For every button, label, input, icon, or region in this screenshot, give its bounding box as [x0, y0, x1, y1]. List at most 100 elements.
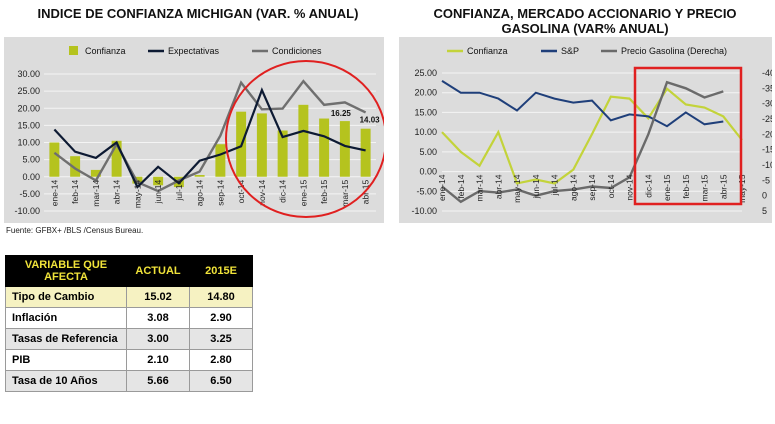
x-tick-label: jun-14	[531, 174, 541, 199]
left-chart-title: INDICE DE CONFIANZA MICHIGAN (VAR. % ANU…	[37, 6, 359, 21]
x-tick-label: feb-14	[456, 174, 466, 198]
bar-confianza	[339, 121, 350, 177]
x-tick-label: mar-15	[340, 179, 350, 206]
row-actual: 3.00	[126, 328, 190, 350]
bar-confianza	[298, 104, 309, 177]
bar-confianza	[215, 144, 226, 177]
row-label: PIB	[5, 349, 127, 371]
line-expectativas	[53, 87, 366, 189]
x-tick-label: feb-14	[70, 179, 80, 203]
y-tick-label: 5.00	[419, 147, 437, 157]
row-2015e: 2.80	[189, 349, 253, 371]
line-confianza	[441, 87, 743, 185]
x-tick-label: oct-14	[606, 174, 616, 198]
line-condiciones	[53, 79, 367, 193]
x-tick-label: may-14	[512, 174, 522, 203]
row-label: Inflación	[5, 307, 127, 329]
michigan-confidence-chart: -10.00 -5.00 0.00 5.00 10.00 15.00 20.00 25.00 3…	[4, 37, 384, 223]
bar-confianza	[277, 130, 288, 177]
bar-confianza	[256, 113, 267, 177]
y-tick-label: 20.00	[17, 103, 40, 113]
row-actual: 5.66	[126, 370, 190, 392]
x-tick-label: ene-14	[437, 174, 447, 201]
row-2015e: 14.80	[189, 286, 253, 308]
y-tick-label: -10.00	[411, 206, 437, 216]
bar-confianza	[49, 142, 60, 177]
row-2015e: 6.50	[189, 370, 253, 392]
data-label: 14.03	[360, 116, 381, 125]
x-tick-label: dic-14	[643, 174, 653, 197]
y2-tick-label: 5	[762, 206, 767, 216]
y2-tick-label: -5	[762, 175, 770, 185]
x-tick-label: sep-14	[215, 179, 225, 205]
x-tick-label: dic-14	[278, 179, 288, 202]
bar-confianza	[90, 169, 101, 177]
y2-tick-label: 0	[762, 191, 767, 201]
table-header-row: VARIABLE QUE AFECTA ACTUAL 2015E	[5, 255, 253, 287]
legend-label: S&P	[561, 46, 579, 56]
legend-label: Confianza	[467, 46, 508, 56]
highlight-circle	[225, 60, 384, 218]
bar-confianza	[360, 128, 371, 177]
x-tick-label: nov-14	[257, 179, 267, 205]
x-tick-label: jun-14	[153, 179, 163, 204]
table-row: PIB 2.10 2.80	[5, 349, 253, 371]
x-tick-label: oct-14	[236, 179, 246, 203]
header-2015e: 2015E	[189, 255, 253, 287]
y-tick-label: 15.00	[414, 107, 437, 117]
y2-tick-label: -30	[762, 99, 772, 109]
x-tick-label: jul-14	[550, 174, 560, 196]
table-row: Inflación 3.08 2.90	[5, 307, 253, 329]
variables-table: VARIABLE QUE AFECTA ACTUAL 2015E Tipo de…	[5, 255, 253, 392]
x-tick-label: ene-15	[298, 179, 308, 206]
x-tick-label: abr-14	[493, 174, 503, 199]
x-tick-label: sep-14	[587, 174, 597, 200]
bar-confianza	[153, 176, 164, 186]
legend-label: Precio Gasolina (Derecha)	[621, 46, 727, 56]
y2-tick-label: -15	[762, 145, 772, 155]
bar-confianza	[194, 175, 205, 177]
y2-tick-label: -25	[762, 114, 772, 124]
row-label: Tasa de 10 Años	[5, 370, 127, 392]
x-tick-label: jul-14	[174, 179, 184, 201]
y-tick-label: 20.00	[414, 88, 437, 98]
y2-tick-label: -10	[762, 160, 772, 170]
y-tick-label: 25.00	[414, 68, 437, 78]
y-tick-label: 0.00	[22, 172, 40, 182]
x-tick-label: mar-14	[91, 179, 101, 206]
y-tick-label: 5.00	[22, 155, 40, 165]
line-sp	[441, 80, 724, 128]
legend-label: Condiciones	[272, 46, 322, 56]
legend-label: Expectativas	[168, 46, 220, 56]
x-tick-label: abr-15	[718, 174, 728, 199]
y-tick-label: 25.00	[17, 86, 40, 96]
row-2015e: 2.90	[189, 307, 253, 329]
x-tick-label: mar-14	[475, 174, 485, 201]
row-actual: 15.02	[126, 286, 190, 308]
y-tick-label: -10.00	[14, 206, 40, 216]
y-tick-label: -5.00	[19, 189, 40, 199]
bar-confianza	[111, 140, 122, 177]
y-tick-label: 10.00	[414, 127, 437, 137]
x-tick-label: feb-15	[681, 174, 691, 198]
bar-confianza	[70, 156, 81, 177]
legend-swatch	[69, 46, 78, 55]
bar-confianza	[319, 118, 330, 177]
y2-tick-label: -35	[762, 83, 772, 93]
source-note: Fuente: GFBX+ /BLS /Census Bureau.	[6, 226, 144, 235]
table-row: Tasas de Referencia 3.00 3.25	[5, 328, 253, 350]
header-variable: VARIABLE QUE AFECTA	[5, 255, 127, 287]
y-tick-label: 10.00	[17, 138, 40, 148]
line-gasolina	[441, 80, 724, 204]
right-chart-title: CONFIANZA, MERCADO ACCIONARIO Y PRECIO G…	[400, 6, 770, 36]
y-tick-label: 30.00	[17, 69, 40, 79]
row-label: Tipo de Cambio	[5, 286, 127, 308]
highlight-box	[633, 66, 743, 206]
y-tick-label: -5.00	[416, 186, 437, 196]
y2-tick-label: -40	[762, 68, 772, 78]
y2-tick-label: -20	[762, 129, 772, 139]
x-tick-label: nov-14	[625, 174, 635, 200]
right-chart-title-line1: CONFIANZA, MERCADO ACCIONARIO Y PRECIO	[433, 6, 737, 21]
table-row: Tasa de 10 Años 5.66 6.50	[5, 370, 253, 392]
x-tick-label: ene-15	[662, 174, 672, 201]
